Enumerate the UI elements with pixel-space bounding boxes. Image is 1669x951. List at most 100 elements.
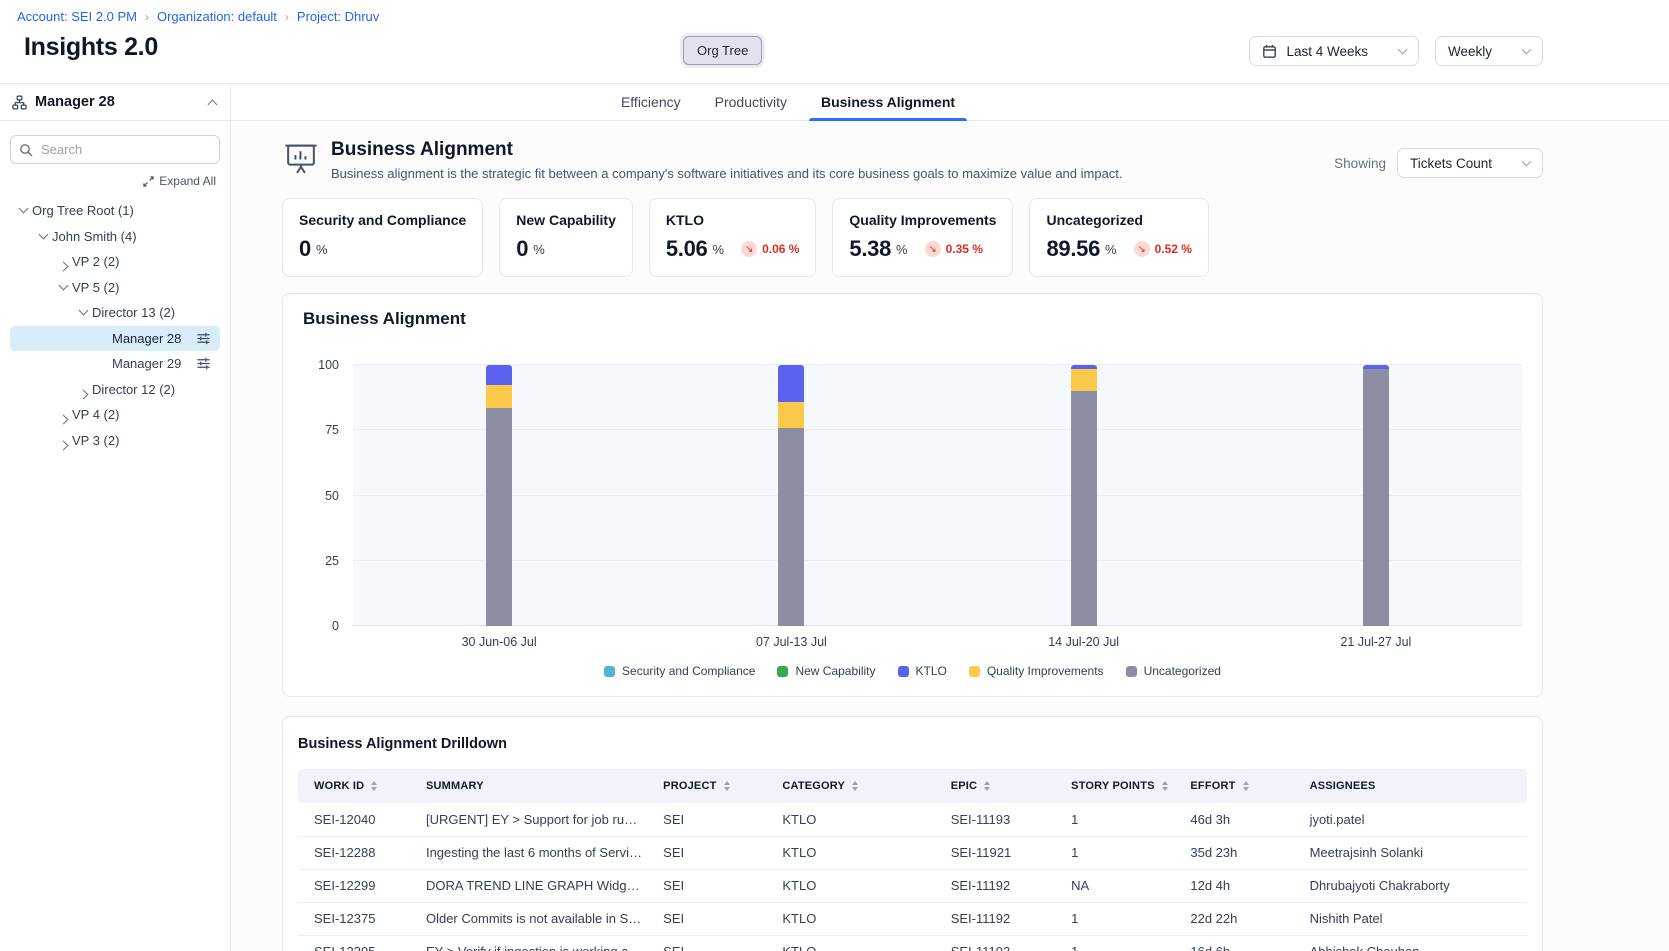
column-header-story-points[interactable]: STORY POINTS [1061, 769, 1180, 803]
sidebar-item-john-smith-4[interactable]: John Smith (4) [10, 224, 220, 250]
y-axis-tick-label: 100 [318, 358, 339, 372]
bar-segment-ktlo [778, 365, 804, 402]
tab-business-alignment[interactable]: Business Alignment [821, 84, 955, 120]
sort-icon[interactable] [1243, 781, 1249, 791]
tree-toggle-icon[interactable] [74, 311, 92, 314]
section-description: Business alignment is the strategic fit … [331, 166, 1123, 181]
sidebar-item-org-tree-root-1[interactable]: Org Tree Root (1) [10, 198, 220, 224]
breadcrumb-link[interactable]: Organization: default [157, 9, 277, 24]
legend-item-ktlo[interactable]: KTLO [898, 664, 947, 678]
sort-icon[interactable] [1162, 781, 1168, 791]
cell-work_id: SEI-12299 [298, 869, 416, 902]
filter-settings-icon[interactable] [196, 331, 211, 346]
sidebar-item-manager-29[interactable]: Manager 29 [10, 351, 220, 377]
kpi-delta-value: 0.35 % [946, 242, 983, 256]
column-header-effort[interactable]: EFFORT [1180, 769, 1299, 803]
bar-segment-quality-improvements [486, 385, 512, 408]
y-axis-tick-label: 50 [325, 489, 339, 503]
kpi-unit: % [1105, 242, 1117, 257]
legend-item-quality-improvements[interactable]: Quality Improvements [969, 664, 1104, 678]
kpi-value: 89.56 [1046, 236, 1100, 262]
legend-swatch [898, 666, 909, 677]
cell-summary: Older Commits is not available in SEI - … [416, 902, 653, 935]
column-header-work-id[interactable]: WORK ID [298, 769, 416, 803]
sidebar-item-vp-2-2[interactable]: VP 2 (2) [10, 249, 220, 275]
stacked-bar-2[interactable] [778, 365, 804, 626]
breadcrumb-link[interactable]: Project: Dhruv [297, 9, 379, 24]
sidebar-item-director-13-2[interactable]: Director 13 (2) [10, 300, 220, 326]
kpi-row: Security and Compliance0%New Capability0… [282, 198, 1543, 277]
column-header-epic[interactable]: EPIC [941, 769, 1061, 803]
kpi-values: 0% [299, 236, 466, 262]
tab-bar: Efficiency Productivity Business Alignment [231, 84, 1669, 121]
legend-item-uncategorized[interactable]: Uncategorized [1126, 664, 1221, 678]
kpi-delta-badge: ↘0.06 % [741, 241, 799, 257]
legend-item-new-capability[interactable]: New Capability [777, 664, 875, 678]
bar-column [353, 365, 645, 626]
cell-category: KTLO [772, 869, 940, 902]
x-axis-label: 14 Jul-20 Jul [938, 635, 1230, 649]
sidebar-item-director-12-2[interactable]: Director 12 (2) [10, 377, 220, 403]
tree-toggle-icon[interactable] [54, 253, 72, 270]
tab-efficiency[interactable]: Efficiency [621, 84, 681, 120]
tree-toggle-icon[interactable] [54, 432, 72, 449]
sort-icon[interactable] [984, 781, 990, 791]
cell-assignees: Nishith Patel [1300, 902, 1527, 935]
org-tree-button[interactable]: Org Tree [683, 36, 762, 65]
legend-label: Quality Improvements [987, 664, 1104, 678]
cell-summary: [URGENT] EY > Support for job run par... [416, 803, 653, 836]
active-tab-underline [809, 118, 967, 121]
stacked-bar-1[interactable] [486, 365, 512, 626]
column-header-category[interactable]: CATEGORY [772, 769, 940, 803]
sort-icon[interactable] [371, 781, 377, 791]
sort-icon[interactable] [724, 781, 730, 791]
kpi-unit: % [533, 242, 545, 257]
expand-all-button[interactable]: Expand All [14, 174, 216, 188]
kpi-values: 89.56%↘0.52 % [1046, 236, 1191, 262]
showing-select[interactable]: Tickets Count [1397, 148, 1543, 178]
stacked-bar-4[interactable] [1363, 365, 1389, 626]
tree-toggle-icon[interactable] [54, 286, 72, 289]
cell-project: SEI [653, 935, 772, 951]
drilldown-table: WORK IDSUMMARYPROJECTCATEGORYEPICSTORY P… [298, 769, 1527, 951]
table-row[interactable]: SEI-12299DORA TREND LINE GRAPH Widgets i… [298, 869, 1527, 902]
tab-productivity[interactable]: Productivity [715, 84, 787, 120]
table-row[interactable]: SEI-12040[URGENT] EY > Support for job r… [298, 803, 1527, 836]
showing-label: Showing [1334, 156, 1386, 171]
trend-down-icon: ↘ [925, 241, 941, 257]
legend-item-security-and-compliance[interactable]: Security and Compliance [604, 664, 755, 678]
collapse-panel-icon[interactable] [208, 99, 218, 109]
bar-column [645, 365, 937, 626]
table-row[interactable]: SEI-12375Older Commits is not available … [298, 902, 1527, 935]
org-chart-icon [12, 95, 27, 110]
kpi-delta-value: 0.06 % [762, 242, 799, 256]
date-range-select[interactable]: Last 4 Weeks [1249, 36, 1419, 66]
sidebar-item-manager-28[interactable]: Manager 28 [10, 326, 220, 352]
kpi-card-ktlo: KTLO5.06%↘0.06 % [649, 198, 817, 277]
tree-toggle-icon[interactable] [74, 381, 92, 398]
tree-toggle-icon[interactable] [14, 209, 32, 212]
search-input[interactable] [10, 135, 220, 164]
legend-swatch [777, 666, 788, 677]
cell-story_points: 1 [1061, 902, 1180, 935]
sidebar-item-vp-3-2[interactable]: VP 3 (2) [10, 428, 220, 454]
kpi-unit: % [713, 242, 725, 257]
tree-toggle-icon[interactable] [54, 406, 72, 423]
tree-item-label: VP 3 (2) [72, 433, 119, 448]
column-header-project[interactable]: PROJECT [653, 769, 772, 803]
tree-toggle-icon[interactable] [34, 235, 52, 238]
table-row[interactable]: SEI-12288Ingesting the last 6 months of … [298, 836, 1527, 869]
chevron-down-icon [18, 204, 28, 214]
granularity-select[interactable]: Weekly [1435, 36, 1543, 66]
sidebar-item-vp-5-2[interactable]: VP 5 (2) [10, 275, 220, 301]
breadcrumb-link[interactable]: Account: SEI 2.0 PM [17, 9, 137, 24]
sidebar-item-vp-4-2[interactable]: VP 4 (2) [10, 402, 220, 428]
sort-icon[interactable] [852, 781, 858, 791]
table-row[interactable]: SEI-12395EY > Verify if ingestion is wor… [298, 935, 1527, 951]
kpi-value: 0 [516, 236, 528, 262]
stacked-bar-3[interactable] [1071, 365, 1097, 626]
section-title: Business Alignment [331, 139, 1123, 162]
bar-segment-quality-improvements [1071, 369, 1097, 391]
cell-summary: DORA TREND LINE GRAPH Widgets is n... [416, 869, 653, 902]
filter-settings-icon[interactable] [196, 356, 211, 371]
